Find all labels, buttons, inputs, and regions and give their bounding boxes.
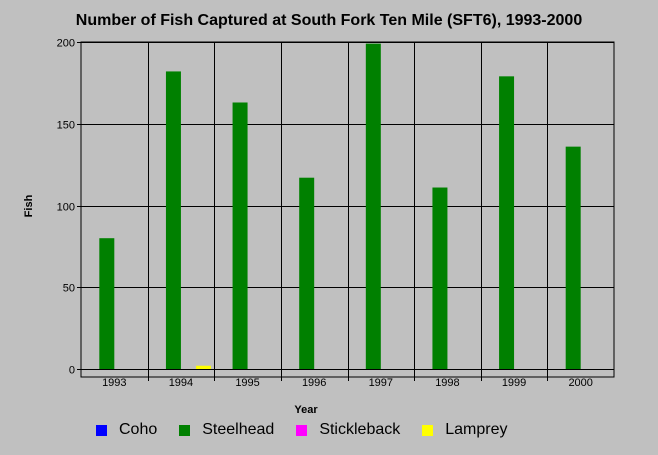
x-tick-label: 1994 <box>169 377 193 389</box>
y-tick-label: 50 <box>63 283 75 295</box>
x-tick-label: 1999 <box>502 377 526 389</box>
x-axis-label: Year <box>294 404 318 416</box>
y-tick-label: 200 <box>57 38 75 50</box>
bar-steelhead-1999 <box>499 76 515 370</box>
legend-label: Steelhead <box>202 421 275 438</box>
bar-steelhead-1994 <box>165 71 181 370</box>
bar-steelhead-2000 <box>565 146 581 369</box>
bar-steelhead-1998 <box>432 187 448 369</box>
y-tick-label: 0 <box>69 365 75 377</box>
legend-swatch <box>96 424 107 436</box>
legend-swatch <box>296 424 308 436</box>
legend-swatch <box>179 424 191 436</box>
bar-steelhead-1997 <box>365 43 381 369</box>
y-tick-label: 100 <box>57 202 75 214</box>
legend-item-coho: Coho <box>96 421 157 439</box>
x-tick-label: 1996 <box>302 377 326 389</box>
x-tick-label: 1997 <box>369 377 393 389</box>
plot-area <box>80 41 615 378</box>
legend-swatch <box>422 424 434 436</box>
y-axis-label: Fish <box>23 194 35 218</box>
x-tick-label: 1998 <box>435 377 459 389</box>
legend-label: Stickleback <box>319 421 401 438</box>
legend-label: Lamprey <box>445 421 508 438</box>
legend-label: Coho <box>119 421 158 438</box>
x-tick-label: 2000 <box>568 377 592 389</box>
y-tick-label: 150 <box>57 120 75 132</box>
x-tick-label: 1993 <box>102 377 126 389</box>
legend-item-steelhead: Steelhead <box>179 421 274 439</box>
legend-item-stickleback: Stickleback <box>296 421 400 439</box>
bar-steelhead-1995 <box>232 102 248 370</box>
legend-item-lamprey: Lamprey <box>422 421 507 439</box>
x-tick-label: 1995 <box>235 377 259 389</box>
chart-title: Number of Fish Captured at South Fork Te… <box>75 12 583 29</box>
legend: Coho Steelhead Stickleback Lamprey <box>96 420 529 440</box>
bar-lamprey-1994 <box>195 365 211 369</box>
bar-steelhead-1996 <box>299 177 315 369</box>
bar-steelhead-1993 <box>99 238 115 369</box>
